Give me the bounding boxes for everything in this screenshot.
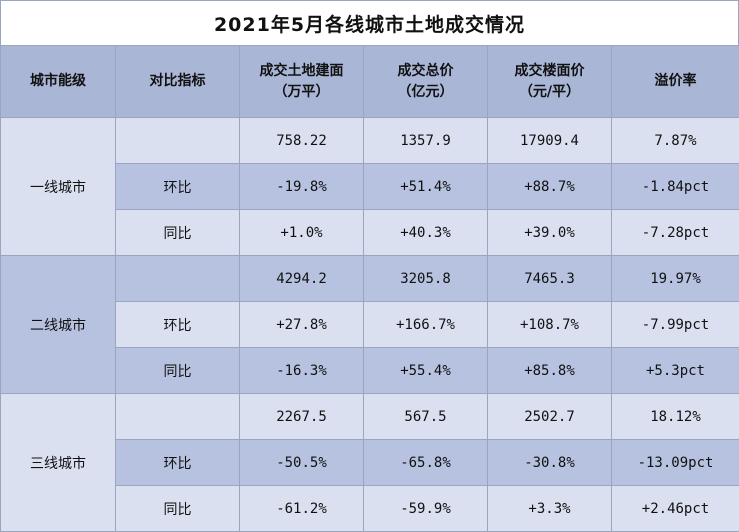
value-cell: 4294.2 xyxy=(240,256,364,302)
value-cell: 2267.5 xyxy=(240,394,364,440)
value-cell: +40.3% xyxy=(364,210,488,256)
header-floor-price: 成交楼面价（元/平） xyxy=(488,46,612,118)
value-cell: -61.2% xyxy=(240,486,364,532)
metric-cell: 同比 xyxy=(116,210,240,256)
header-row: 城市能级 对比指标 成交土地建面（万平） 成交总价（亿元） 成交楼面价（元/平）… xyxy=(1,46,739,118)
value-cell: +88.7% xyxy=(488,164,612,210)
header-total-price: 成交总价（亿元） xyxy=(364,46,488,118)
metric-cell: 同比 xyxy=(116,348,240,394)
value-cell: 567.5 xyxy=(364,394,488,440)
region-cell: 一线城市 xyxy=(1,118,116,256)
table-title: 2021年5月各线城市土地成交情况 xyxy=(0,0,739,45)
table-row: 三线城市 2267.5 567.5 2502.7 18.12% xyxy=(1,394,739,440)
region-cell: 三线城市 xyxy=(1,394,116,532)
value-cell: -1.84pct xyxy=(612,164,739,210)
value-cell: 3205.8 xyxy=(364,256,488,302)
metric-cell xyxy=(116,256,240,302)
table-row: 二线城市 4294.2 3205.8 7465.3 19.97% xyxy=(1,256,739,302)
value-cell: +85.8% xyxy=(488,348,612,394)
value-cell: 758.22 xyxy=(240,118,364,164)
metric-cell: 同比 xyxy=(116,486,240,532)
metric-cell: 环比 xyxy=(116,164,240,210)
value-cell: 17909.4 xyxy=(488,118,612,164)
value-cell: -7.28pct xyxy=(612,210,739,256)
value-cell: -65.8% xyxy=(364,440,488,486)
land-transaction-table: 城市能级 对比指标 成交土地建面（万平） 成交总价（亿元） 成交楼面价（元/平）… xyxy=(0,45,739,532)
region-cell: 二线城市 xyxy=(1,256,116,394)
value-cell: -16.3% xyxy=(240,348,364,394)
value-cell: +166.7% xyxy=(364,302,488,348)
value-cell: 18.12% xyxy=(612,394,739,440)
value-cell: -30.8% xyxy=(488,440,612,486)
value-cell: 19.97% xyxy=(612,256,739,302)
value-cell: +108.7% xyxy=(488,302,612,348)
value-cell: +1.0% xyxy=(240,210,364,256)
value-cell: -59.9% xyxy=(364,486,488,532)
value-cell: 1357.9 xyxy=(364,118,488,164)
metric-cell xyxy=(116,394,240,440)
header-land-area: 成交土地建面（万平） xyxy=(240,46,364,118)
metric-cell: 环比 xyxy=(116,440,240,486)
value-cell: -50.5% xyxy=(240,440,364,486)
value-cell: 7.87% xyxy=(612,118,739,164)
value-cell: +2.46pct xyxy=(612,486,739,532)
value-cell: +55.4% xyxy=(364,348,488,394)
value-cell: 7465.3 xyxy=(488,256,612,302)
value-cell: +51.4% xyxy=(364,164,488,210)
value-cell: +3.3% xyxy=(488,486,612,532)
table-row: 一线城市 758.22 1357.9 17909.4 7.87% xyxy=(1,118,739,164)
header-city-tier: 城市能级 xyxy=(1,46,116,118)
metric-cell xyxy=(116,118,240,164)
value-cell: -7.99pct xyxy=(612,302,739,348)
value-cell: 2502.7 xyxy=(488,394,612,440)
header-metric: 对比指标 xyxy=(116,46,240,118)
header-premium-rate: 溢价率 xyxy=(612,46,739,118)
value-cell: +27.8% xyxy=(240,302,364,348)
metric-cell: 环比 xyxy=(116,302,240,348)
value-cell: +5.3pct xyxy=(612,348,739,394)
value-cell: +39.0% xyxy=(488,210,612,256)
value-cell: -13.09pct xyxy=(612,440,739,486)
value-cell: -19.8% xyxy=(240,164,364,210)
